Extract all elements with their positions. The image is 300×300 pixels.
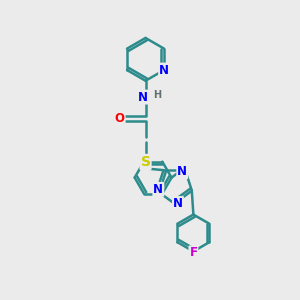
Text: O: O xyxy=(115,112,125,125)
Text: F: F xyxy=(189,246,197,260)
Text: N: N xyxy=(138,91,148,103)
Text: N: N xyxy=(177,165,187,178)
Text: S: S xyxy=(140,155,151,169)
Text: H: H xyxy=(153,90,161,100)
Text: N: N xyxy=(173,197,183,210)
Text: N: N xyxy=(153,183,163,196)
Text: N: N xyxy=(159,64,169,76)
